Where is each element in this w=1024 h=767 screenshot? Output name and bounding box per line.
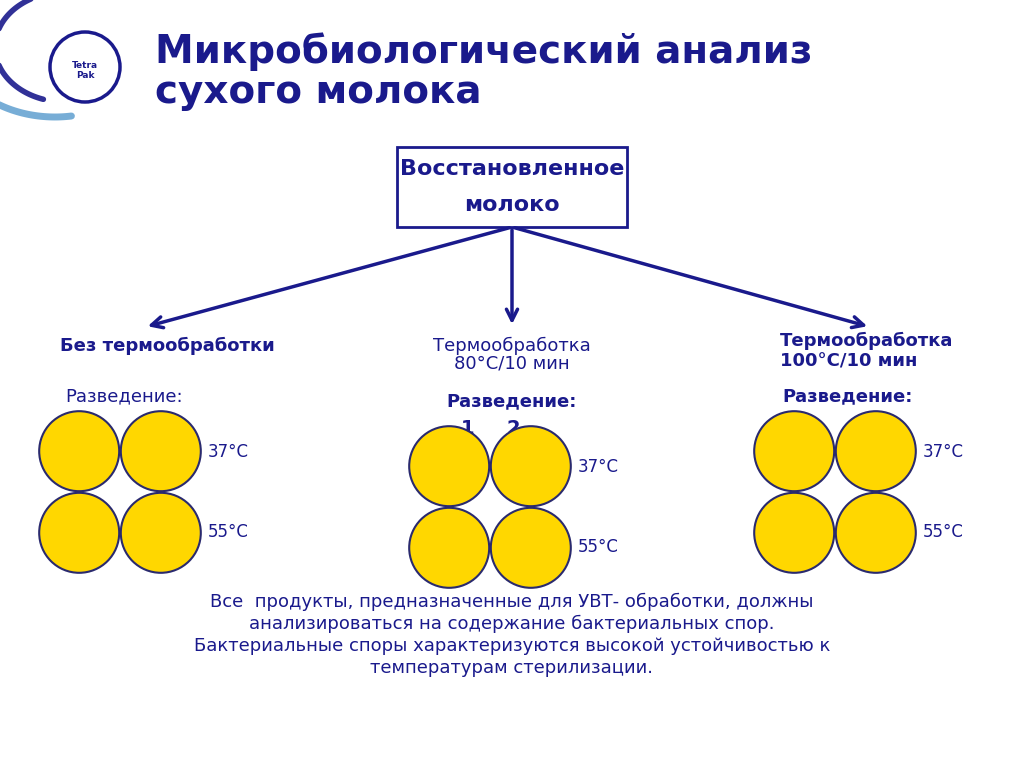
Text: Все  продукты, предназначенные для УВТ- обработки, должны: Все продукты, предназначенные для УВТ- о… (210, 593, 814, 611)
Text: анализироваться на содержание бактериальных спор.: анализироваться на содержание бактериаль… (249, 615, 775, 633)
Circle shape (121, 411, 201, 491)
Text: Без термообработки: Без термообработки (60, 337, 274, 355)
Text: 55°C: 55°C (208, 523, 249, 541)
Text: 55°C: 55°C (923, 523, 964, 541)
Text: Микробиологический анализ: Микробиологический анализ (155, 33, 812, 71)
Circle shape (755, 493, 835, 573)
Circle shape (836, 411, 915, 491)
FancyBboxPatch shape (397, 147, 627, 227)
Text: 2: 2 (138, 419, 152, 438)
Text: молоко: молоко (464, 195, 560, 215)
Circle shape (39, 493, 119, 573)
Circle shape (755, 411, 835, 491)
Text: 1: 1 (461, 419, 475, 438)
Text: 1: 1 (805, 419, 819, 438)
Circle shape (410, 508, 489, 588)
Text: 2: 2 (506, 419, 520, 438)
Text: Разведение:: Разведение: (446, 392, 578, 410)
Text: Восстановленное: Восстановленное (399, 159, 625, 179)
Circle shape (50, 32, 120, 102)
Circle shape (410, 426, 489, 506)
Text: Pak: Pak (76, 71, 94, 80)
Text: 55°C: 55°C (578, 538, 618, 556)
Text: 80°C/10 мин: 80°C/10 мин (455, 355, 569, 373)
Circle shape (836, 493, 915, 573)
Text: Tetra: Tetra (72, 61, 98, 70)
Text: 1: 1 (93, 419, 106, 438)
Text: Бактериальные споры характеризуются высокой устойчивостью к: Бактериальные споры характеризуются высо… (194, 637, 830, 655)
Text: 37°C: 37°C (578, 458, 618, 476)
Circle shape (490, 426, 570, 506)
Text: Разведение:: Разведение: (782, 387, 912, 405)
Text: 100°C/10 мин: 100°C/10 мин (780, 352, 918, 370)
Circle shape (121, 493, 201, 573)
Text: Термообработка: Термообработка (780, 332, 953, 351)
Circle shape (39, 411, 119, 491)
Text: температурам стерилизации.: температурам стерилизации. (371, 659, 653, 677)
Text: 37°C: 37°C (208, 443, 249, 461)
Text: Разведение:: Разведение: (65, 387, 182, 405)
Text: 37°C: 37°C (923, 443, 964, 461)
Text: 2: 2 (850, 419, 864, 438)
Circle shape (490, 508, 570, 588)
Text: сухого молока: сухого молока (155, 73, 481, 111)
Text: Термообработка: Термообработка (433, 337, 591, 355)
